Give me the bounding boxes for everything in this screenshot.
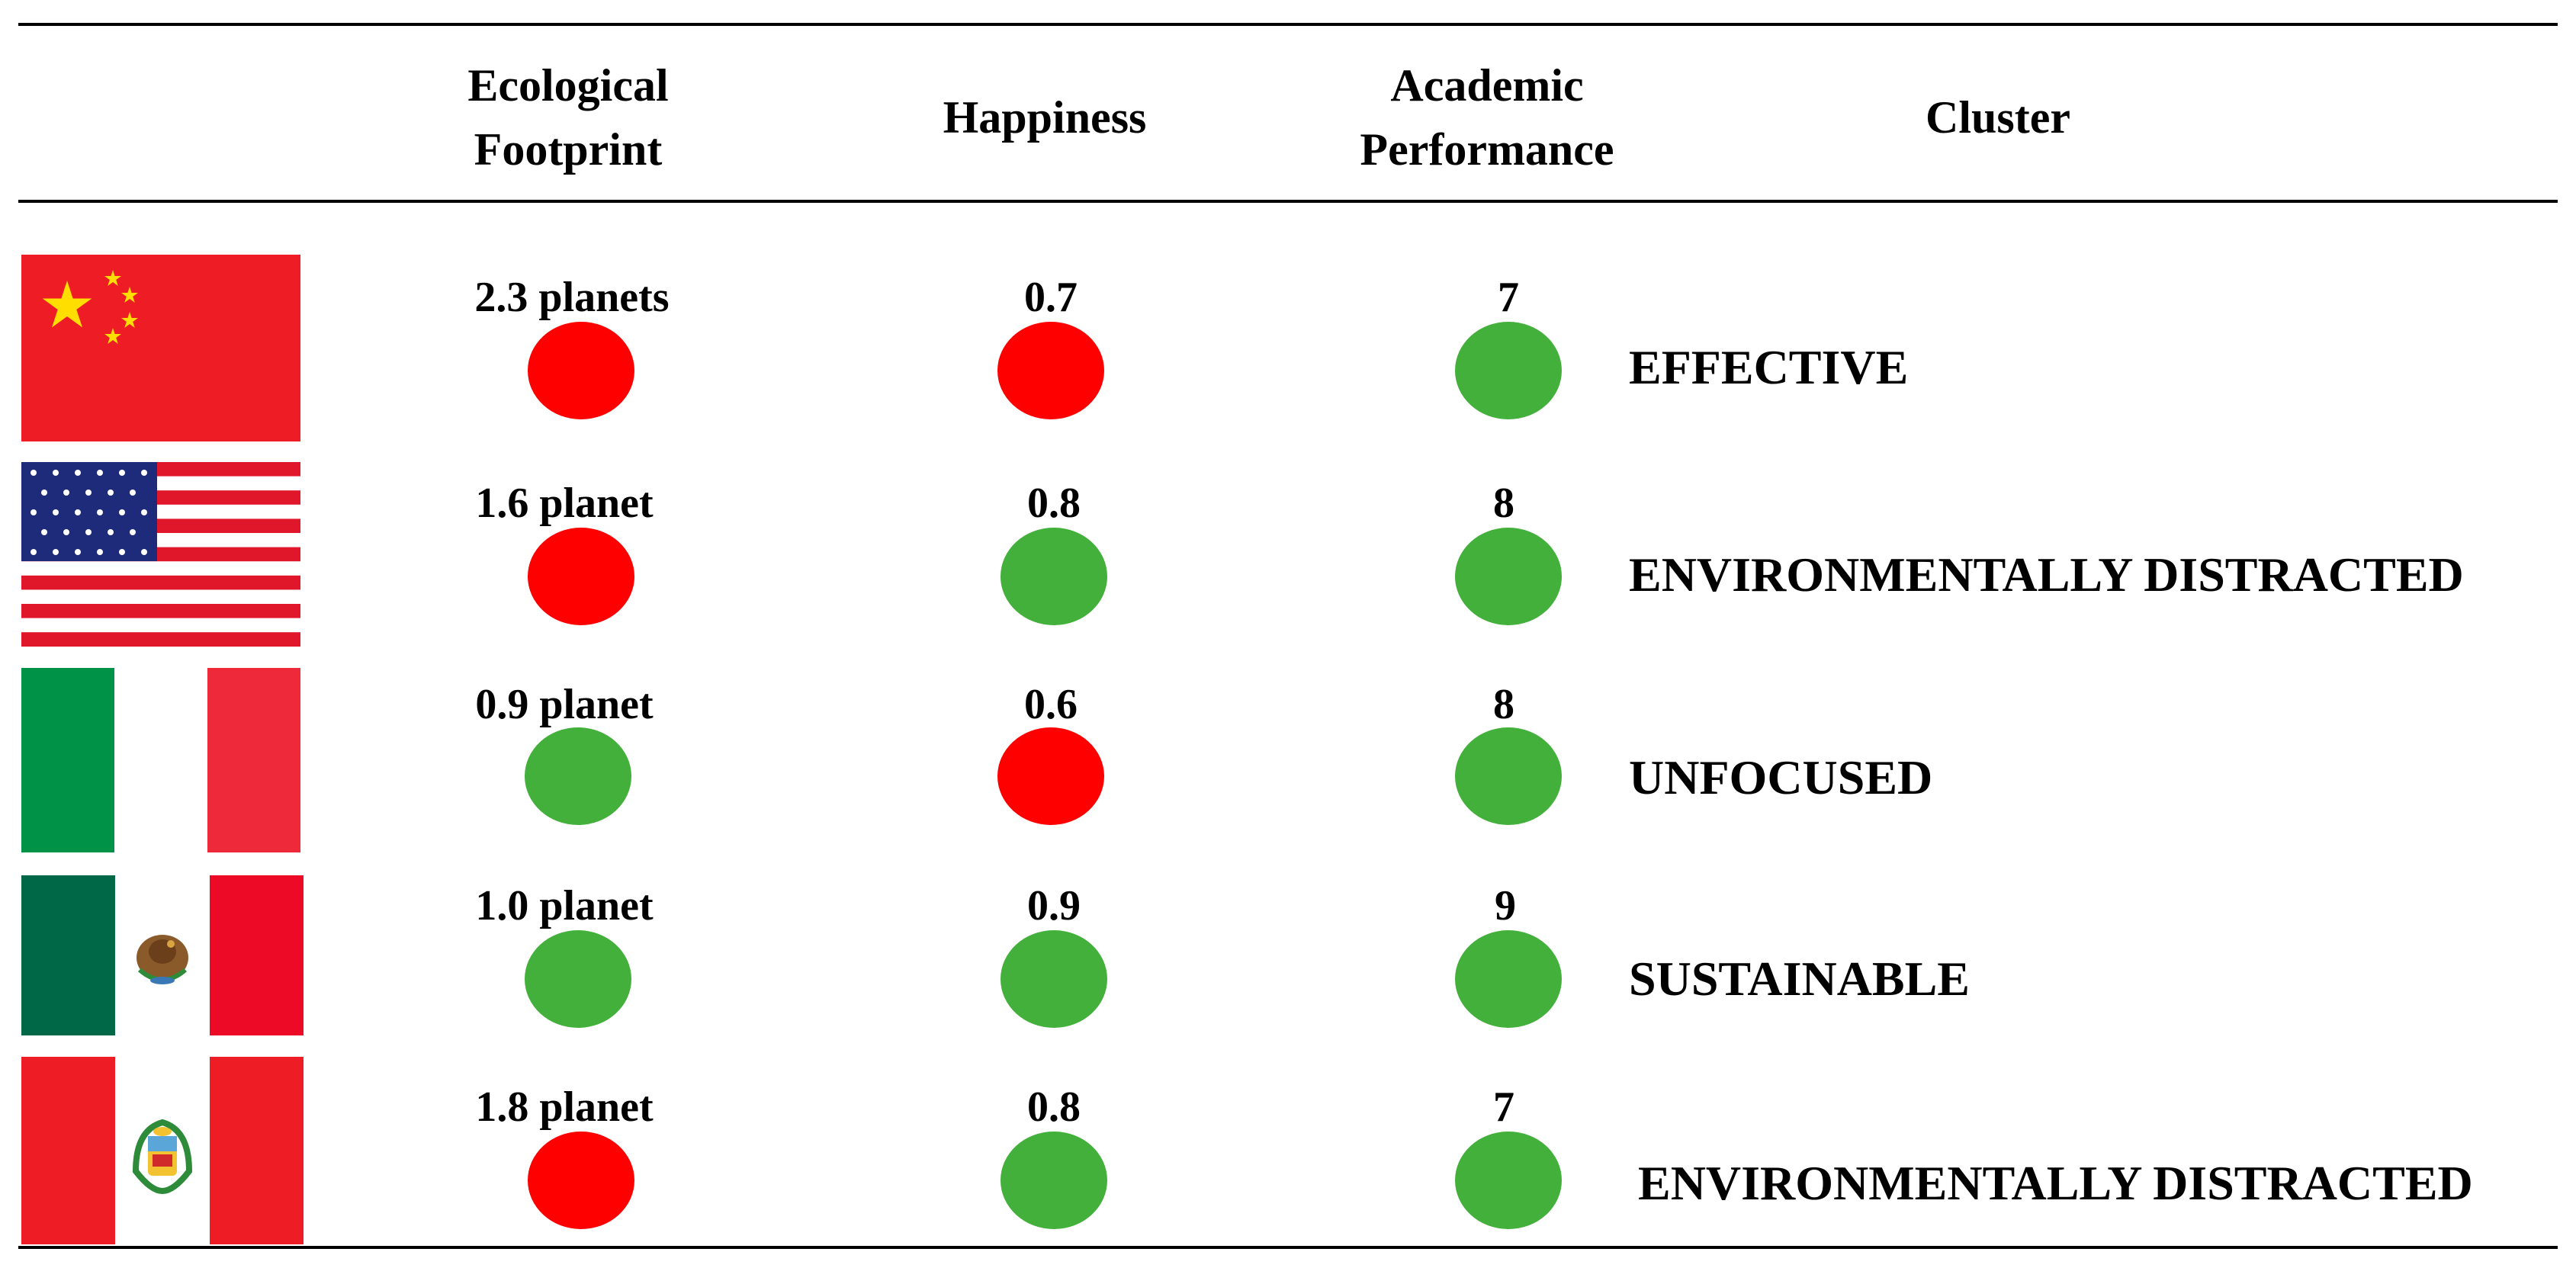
china-flag-graphic [21, 255, 300, 441]
footprint-status-dot-mexico [525, 930, 631, 1028]
academic-value-mexico: 9 [1495, 882, 1516, 929]
peru-coat-of-arms [132, 1119, 193, 1195]
top-rule [18, 23, 2558, 26]
header-happiness: Happiness [943, 92, 1147, 143]
footprint-status-dot-china [528, 322, 634, 419]
happiness-status-dot-usa [1001, 528, 1107, 625]
usa-flag-canton [21, 462, 157, 561]
usa-flag-graphic [21, 462, 300, 647]
academic-status-dot-peru [1455, 1132, 1562, 1229]
china-flag [21, 255, 300, 441]
peru-flag-graphic [21, 1057, 304, 1244]
academic-value-china: 7 [1498, 274, 1519, 321]
header-academic-performance: Academic Performance [1312, 53, 1662, 181]
header-academic-performance-line2: Performance [1360, 124, 1614, 175]
cluster-label-usa: ENVIRONMENTALLY DISTRACTED [1629, 547, 2464, 602]
usa-flag [21, 462, 300, 647]
happiness-status-dot-peru [1001, 1132, 1107, 1229]
happiness-status-dot-italy [997, 727, 1104, 825]
header-ecological-footprint-line2: Footprint [474, 124, 663, 175]
academic-value-peru: 7 [1493, 1083, 1514, 1131]
footprint-value-china: 2.3 planets [474, 274, 670, 321]
happiness-value-peru: 0.8 [1027, 1083, 1081, 1131]
header-ecological-footprint-line1: Ecological [467, 60, 669, 111]
happiness-value-usa: 0.8 [1027, 480, 1081, 527]
academic-status-dot-china [1455, 322, 1562, 419]
cluster-label-china: EFFECTIVE [1629, 340, 1909, 394]
academic-status-dot-mexico [1455, 930, 1562, 1028]
cluster-label-mexico: SUSTAINABLE [1629, 952, 1970, 1006]
academic-value-italy: 8 [1493, 681, 1514, 728]
header-academic-performance-line1: Academic [1390, 60, 1584, 111]
footprint-status-dot-peru [528, 1132, 634, 1229]
mexico-flag-graphic [21, 875, 304, 1035]
footprint-status-dot-usa [528, 528, 634, 625]
mexico-flag [21, 875, 304, 1035]
footprint-value-usa: 1.6 planet [475, 480, 654, 527]
footprint-value-italy: 0.9 planet [475, 681, 654, 728]
header-rule [18, 200, 2558, 203]
academic-status-dot-usa [1455, 528, 1562, 625]
happiness-status-dot-china [997, 322, 1104, 419]
happiness-value-mexico: 0.9 [1027, 882, 1081, 929]
happiness-value-italy: 0.6 [1024, 681, 1078, 728]
peru-flag [21, 1057, 304, 1244]
happiness-value-china: 0.7 [1024, 274, 1078, 321]
footprint-status-dot-italy [525, 727, 631, 825]
mexico-coat-of-arms [137, 935, 188, 984]
academic-status-dot-italy [1455, 727, 1562, 825]
happiness-status-dot-mexico [1001, 930, 1107, 1028]
footprint-value-mexico: 1.0 planet [475, 882, 654, 929]
cluster-label-italy: UNFOCUSED [1629, 750, 1933, 804]
header-cluster: Cluster [1926, 92, 2070, 143]
header-ecological-footprint: Ecological Footprint [427, 53, 709, 181]
cluster-label-peru: ENVIRONMENTALLY DISTRACTED [1638, 1156, 2473, 1210]
academic-value-usa: 8 [1493, 480, 1514, 527]
italy-flag-graphic [21, 668, 300, 852]
bottom-rule [18, 1246, 2558, 1249]
italy-flag [21, 668, 300, 852]
footprint-value-peru: 1.8 planet [475, 1083, 654, 1131]
china-flag-large-star [42, 281, 92, 328]
